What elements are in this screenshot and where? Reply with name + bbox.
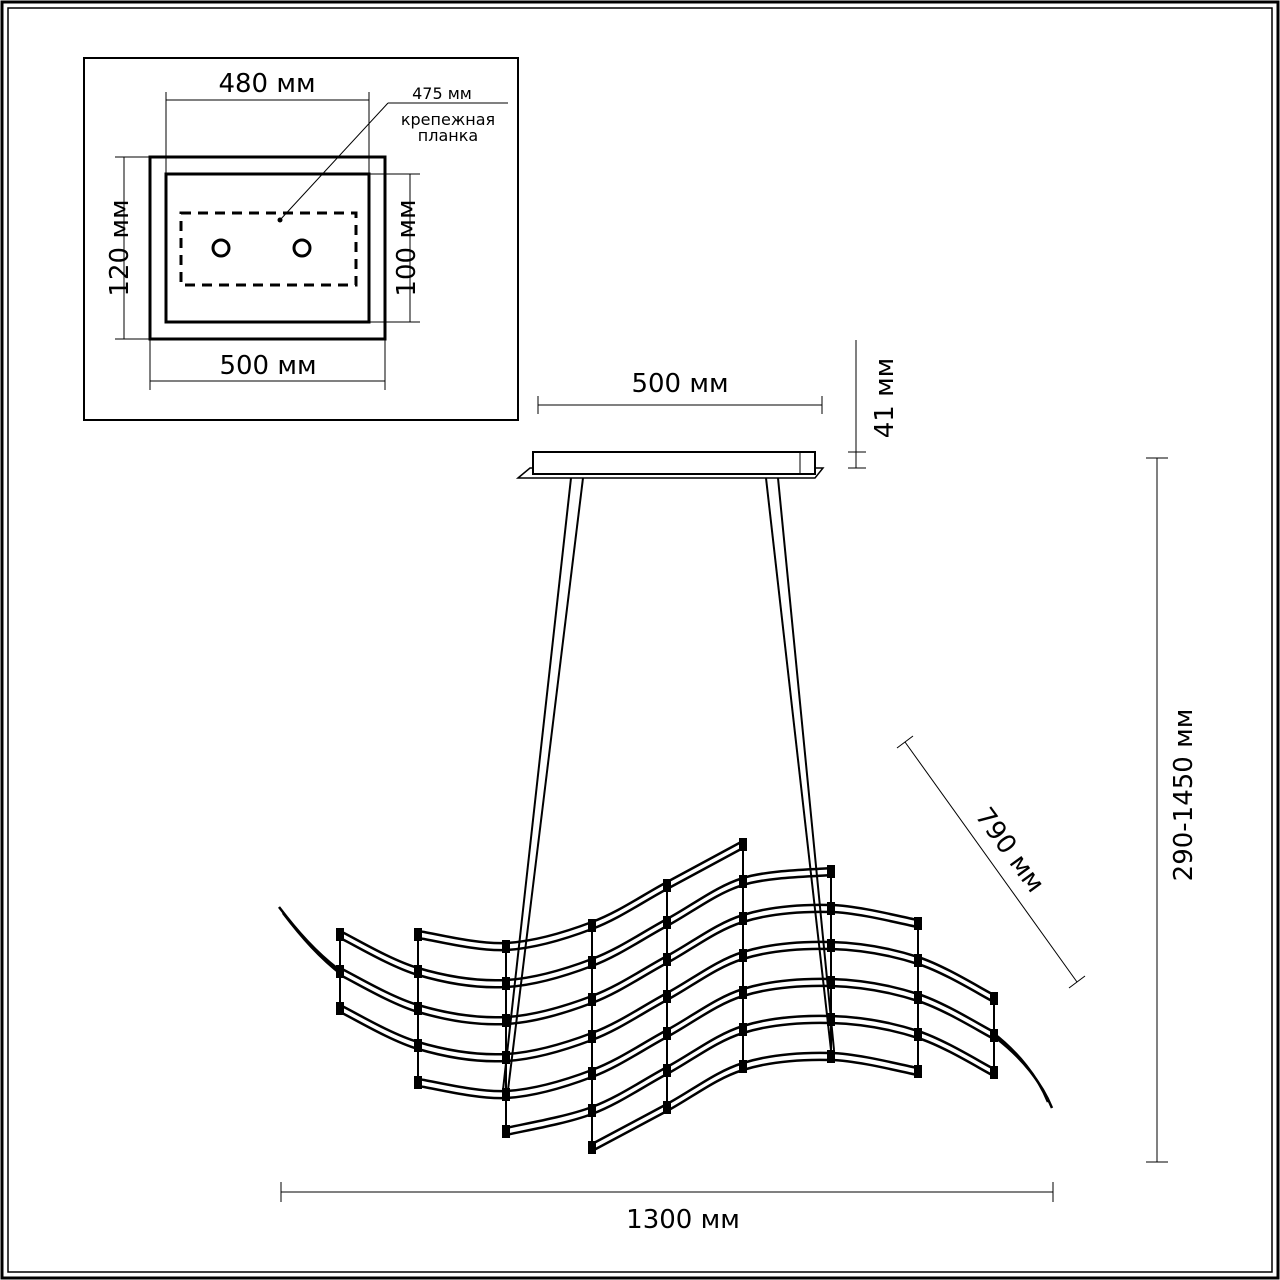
strip-joint bbox=[739, 912, 747, 925]
strip-joint bbox=[502, 1125, 510, 1138]
strip-joint bbox=[336, 928, 344, 941]
strip-joint bbox=[663, 953, 671, 966]
strip-joint bbox=[739, 838, 747, 851]
strip-joint bbox=[739, 1023, 747, 1036]
mounting-bracket-outline bbox=[179, 211, 358, 287]
led-strip-tail bbox=[278, 906, 339, 970]
dim-label-depth: 790 мм bbox=[969, 802, 1050, 898]
canopy-outer-outline bbox=[148, 155, 387, 341]
strip-joint bbox=[914, 917, 922, 930]
strip-joint bbox=[336, 1002, 344, 1015]
dim-line-depth bbox=[904, 741, 1078, 983]
strip-joint bbox=[588, 956, 596, 969]
canopy bbox=[515, 451, 825, 479]
led-strip-tail bbox=[282, 912, 343, 976]
leader-line bbox=[279, 102, 389, 221]
strip-joint bbox=[827, 1050, 835, 1063]
strip-joint bbox=[414, 965, 422, 978]
suspension-cables bbox=[502, 477, 835, 1091]
strip-joint bbox=[663, 1101, 671, 1114]
strip-joint bbox=[414, 1039, 422, 1052]
strip-joint bbox=[588, 1141, 596, 1154]
strip-joint bbox=[663, 879, 671, 892]
strip-joint bbox=[914, 954, 922, 967]
strip-joint bbox=[914, 991, 922, 1004]
strip-joint bbox=[502, 1014, 510, 1027]
dim-label-500: 500 мм bbox=[219, 351, 316, 381]
bracket-label-2: планка bbox=[418, 126, 478, 145]
screw-hole bbox=[292, 238, 312, 258]
strip-joint bbox=[588, 919, 596, 932]
strip-joint bbox=[588, 1067, 596, 1080]
strip-joint bbox=[990, 1029, 998, 1042]
strip-joint bbox=[827, 939, 835, 952]
strip-joint bbox=[990, 992, 998, 1005]
strip-joint bbox=[502, 1051, 510, 1064]
strip-joint bbox=[739, 986, 747, 999]
strip-joint bbox=[414, 928, 422, 941]
strip-joint bbox=[827, 1013, 835, 1026]
dim-label-475: 475 мм bbox=[412, 84, 472, 103]
wave-lamp-body bbox=[278, 838, 1054, 1154]
strip-joint bbox=[414, 1076, 422, 1089]
strip-joint bbox=[502, 977, 510, 990]
bracket-label-1: крепежная bbox=[401, 110, 495, 129]
strip-joint bbox=[336, 965, 344, 978]
strip-joint bbox=[502, 1088, 510, 1101]
led-strip bbox=[417, 984, 995, 1100]
strip-joint bbox=[414, 1002, 422, 1015]
led-strip bbox=[339, 903, 919, 1019]
strip-joint bbox=[827, 902, 835, 915]
strip-joint bbox=[914, 1028, 922, 1041]
led-strip bbox=[591, 1058, 919, 1153]
strip-joint bbox=[502, 940, 510, 953]
strip-joint bbox=[588, 1030, 596, 1043]
strip-joint bbox=[663, 1064, 671, 1077]
dim-label-120: 120 мм bbox=[105, 199, 135, 296]
dim-label-overall-width: 1300 мм bbox=[626, 1205, 740, 1235]
strip-joint bbox=[914, 1065, 922, 1078]
strip-joint bbox=[588, 993, 596, 1006]
dim-label-overall-height: 290-1450 мм bbox=[1169, 709, 1199, 882]
strip-joint bbox=[588, 1104, 596, 1117]
led-strip bbox=[417, 839, 744, 945]
strip-joint bbox=[739, 949, 747, 962]
strip-joint bbox=[827, 865, 835, 878]
inner-frame bbox=[7, 7, 1273, 1273]
canopy-box bbox=[532, 451, 816, 475]
dim-label-canopy-width: 500 мм bbox=[631, 369, 728, 399]
screw-hole bbox=[211, 238, 231, 258]
inset-frame bbox=[83, 57, 519, 421]
strip-joint bbox=[990, 1066, 998, 1079]
strip-joint bbox=[663, 990, 671, 1003]
canopy-inner-outline bbox=[164, 172, 371, 324]
dim-label-canopy-height: 41 мм bbox=[870, 358, 900, 439]
strip-joint bbox=[739, 875, 747, 888]
strip-joint bbox=[663, 916, 671, 929]
dim-label-480: 480 мм bbox=[218, 69, 315, 99]
led-strip-tail bbox=[995, 1037, 1054, 1109]
strip-joint bbox=[827, 976, 835, 989]
mounting-plate-inset: 480 мм 475 мм крепежная планка 120 мм 10… bbox=[83, 57, 519, 421]
strip-joint bbox=[663, 1027, 671, 1040]
led-strip bbox=[339, 910, 919, 1026]
led-strip bbox=[417, 846, 744, 952]
strip-joint bbox=[739, 1060, 747, 1073]
dim-label-100: 100 мм bbox=[392, 199, 422, 296]
led-strip bbox=[417, 977, 995, 1093]
